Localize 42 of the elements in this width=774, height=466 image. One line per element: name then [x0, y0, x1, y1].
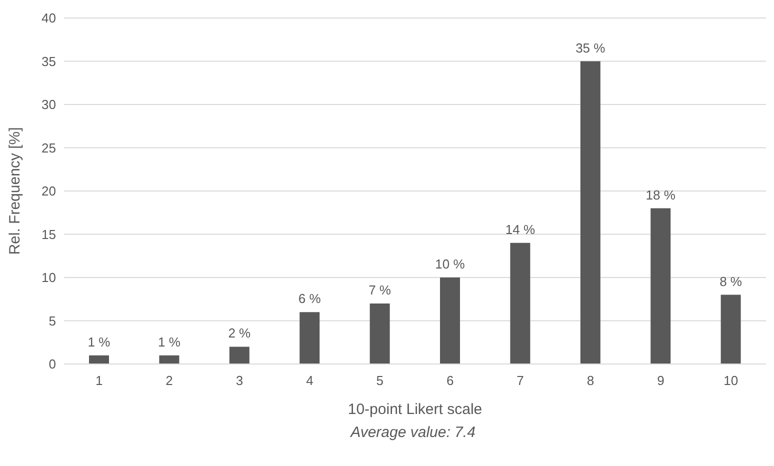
x-tick-label: 7	[516, 373, 524, 388]
y-tick-label: 0	[48, 356, 56, 372]
data-label: 35 %	[576, 40, 606, 56]
y-tick-label: 30	[42, 97, 56, 112]
y-tick-label: 15	[42, 226, 56, 242]
data-label: 2 %	[228, 326, 252, 341]
bar	[580, 61, 600, 364]
x-tick-label: 3	[236, 373, 244, 388]
x-tick-label: 4	[306, 373, 314, 388]
bar	[720, 294, 741, 364]
data-label: 6 %	[298, 291, 322, 306]
bar	[159, 355, 180, 364]
y-tick-label: 40	[42, 10, 56, 26]
y-tick-label: 25	[42, 140, 56, 156]
data-label: 1 %	[158, 334, 181, 350]
y-tick-label: 35	[42, 54, 56, 69]
bar	[370, 303, 390, 364]
data-label: 8 %	[720, 274, 742, 289]
data-label: 10 %	[435, 256, 466, 272]
text: Average value: 7.4	[349, 424, 476, 441]
bar	[89, 355, 109, 364]
data-label: 18 %	[646, 187, 676, 202]
y-tick-label: 5	[48, 313, 56, 328]
y-axis-title: Rel. Frequency [%]	[6, 127, 24, 255]
x-axis-title: 10-point Likert scale	[348, 401, 482, 418]
x-tick-label: 9	[657, 373, 664, 388]
x-tick-label: 5	[376, 373, 384, 388]
x-tick-label: 2	[166, 373, 173, 388]
y-tick-label: 20	[42, 184, 56, 199]
bar	[300, 312, 320, 364]
y-tick-label: 10	[42, 270, 56, 286]
bar	[440, 278, 460, 364]
bar	[229, 346, 250, 364]
x-tick-label: 6	[446, 373, 454, 388]
data-label: 14 %	[505, 222, 536, 237]
x-tick-label: 8	[586, 373, 594, 388]
x-tick-label: 1	[95, 373, 103, 388]
bar	[510, 242, 530, 364]
data-label: 7 %	[368, 282, 392, 298]
bar	[650, 208, 671, 364]
data-label: 1 %	[88, 334, 111, 350]
x-tick-label: 10	[724, 373, 738, 388]
